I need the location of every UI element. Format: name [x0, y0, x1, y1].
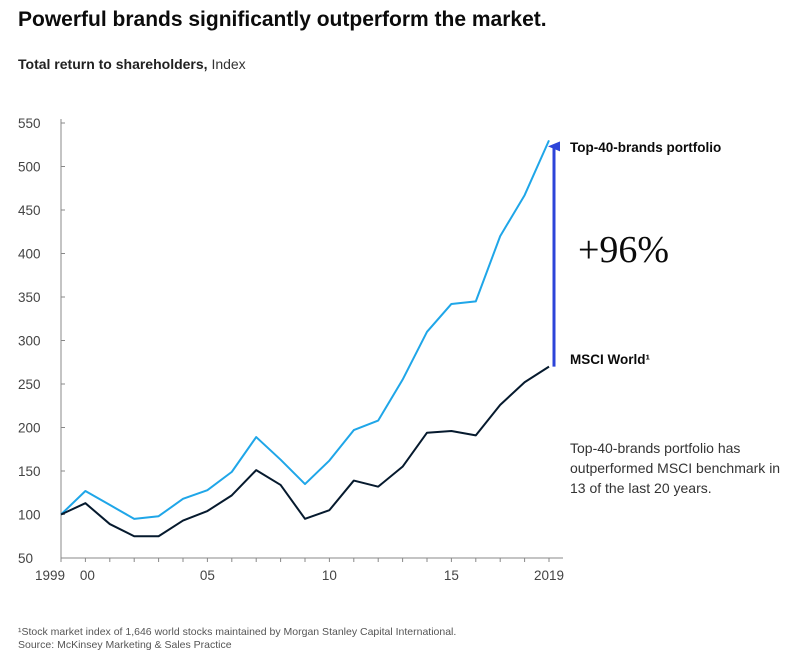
series-line-top40 — [60, 139, 550, 520]
y-tick-label: 300 — [18, 334, 41, 349]
series-label-msci: MSCI World¹ — [570, 352, 650, 367]
subtitle-unit: Index — [211, 56, 246, 72]
y-tick-label: 250 — [18, 377, 41, 392]
y-tick-label: 100 — [18, 508, 41, 523]
footnotes: ¹Stock market index of 1,646 world stock… — [18, 626, 456, 651]
y-tick-label: 500 — [18, 160, 41, 175]
chart-axes: 50 100 150 200 250 300 350 400 450 500 550 1999 00 05… — [18, 116, 564, 583]
chart-series — [60, 139, 550, 538]
y-tick-label: 150 — [18, 464, 41, 479]
difference-label: +96% — [578, 229, 669, 271]
x-tick-label: 00 — [80, 568, 95, 583]
x-tick-label: 2019 — [534, 568, 564, 583]
series-label-top40: Top-40-brands portfolio — [570, 140, 721, 155]
x-tick-label: 05 — [200, 568, 215, 583]
x-tick-label: 10 — [322, 568, 337, 583]
chart-note: Top-40-brands portfolio has outperformed… — [570, 440, 781, 496]
y-tick-label: 550 — [18, 116, 41, 131]
x-tick-label: 15 — [444, 568, 459, 583]
chart-subtitle: Total return to shareholders, Index — [18, 56, 246, 72]
footnote-msci: ¹Stock market index of 1,646 world stock… — [18, 626, 457, 638]
y-tick-label: 400 — [18, 247, 41, 262]
chart-labels: +96% Top-40-brands portfolio MSCI World¹ — [548, 140, 721, 367]
series-line-msci — [60, 365, 550, 538]
x-tick-label: 1999 — [35, 568, 65, 583]
y-tick-label: 450 — [18, 203, 41, 218]
y-tick-label: 200 — [18, 421, 41, 436]
y-tick-label: 350 — [18, 290, 41, 305]
y-tick-label: 50 — [18, 551, 33, 566]
source-note: Source: McKinsey Marketing & Sales Pract… — [18, 638, 232, 651]
page-title: Powerful brands significantly outperform… — [18, 8, 547, 31]
subtitle-bold: Total return to shareholders, — [18, 56, 208, 72]
